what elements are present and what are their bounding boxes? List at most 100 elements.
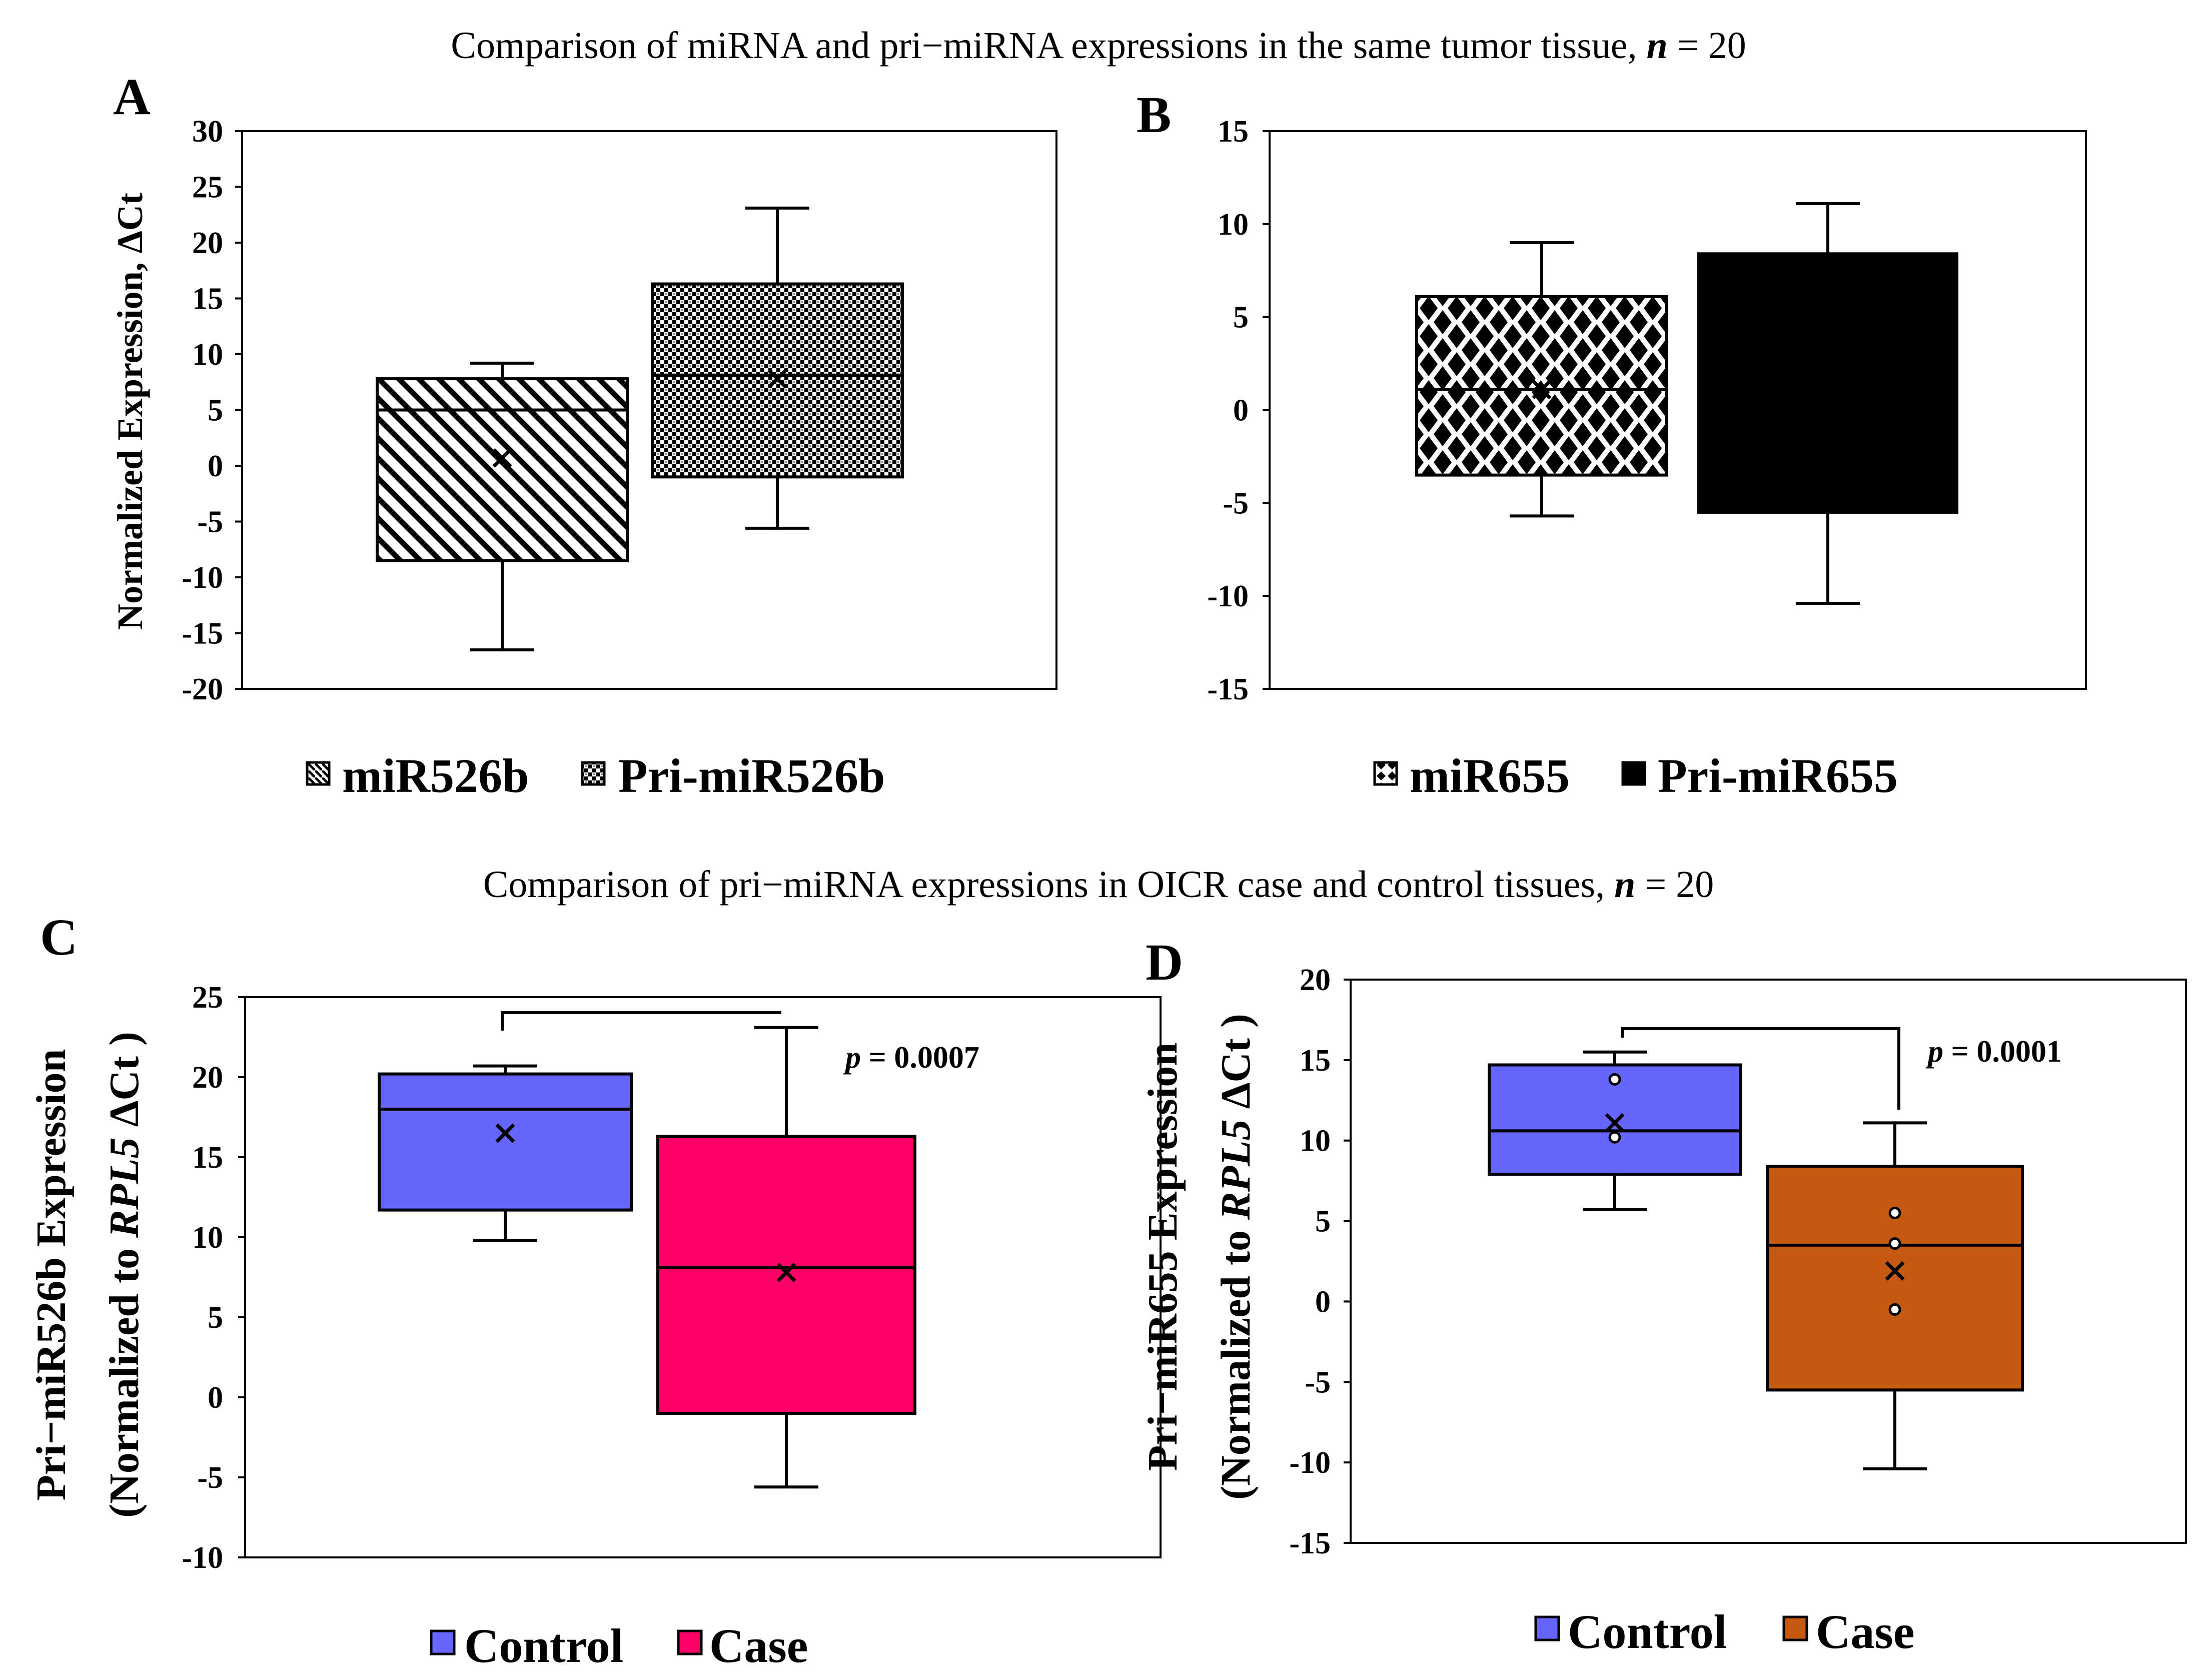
panel-a-tick-label: -15 [182,617,223,651]
outlier-point [1608,1073,1621,1086]
panel-a-y-axis-label: Normalized Expression, ΔCt [110,193,150,630]
panel-d-boxes [1488,1050,2024,1471]
legend-swatch-pri-mir526b [581,761,606,786]
panel-d-y-axis-label: Pri−miR655 Expression (Normalized to RPL… [1140,1014,1259,1500]
panel-d-p-value: p = 0.0001 [1925,1035,2062,1069]
panel-b-tick-label: 10 [1218,208,1249,242]
outlier-point [1888,1206,1901,1219]
panel-b-tick-label: 5 [1233,301,1249,335]
box-case [656,1026,916,1489]
panel-c-tick-label: 10 [192,1221,223,1255]
box-pri-mir655 [1697,202,1958,605]
panel-c-tick-label: 15 [192,1141,223,1175]
panel-d-tick-label: -10 [1289,1446,1331,1480]
panel-c-y-axis-label-line1: Pri−miR526b Expression [28,1049,75,1501]
panel-a-tick-label: 20 [192,226,223,260]
box-body [1415,295,1668,477]
legend-swatch-control-c [430,1629,456,1655]
panel-a-tick-label: -10 [182,561,223,595]
box-control [378,1064,633,1242]
panel-c-y-ticks: 25 20 15 10 5 0 -5 -10 [182,981,245,1575]
mean-marker [1605,1113,1625,1133]
mean-marker [492,448,512,468]
box-case [1766,1121,2024,1471]
box-mir526b [376,361,629,651]
panel-b-boxes [1415,202,1958,605]
panel-b-tick-label: 15 [1218,115,1249,149]
outlier-point [1888,1237,1901,1250]
panel-c-tick-label: 20 [192,1061,223,1095]
panel-d-y-ticks: 20 15 10 5 0 -5 -10 -15 [1289,963,1351,1560]
legend-label-control-d: Control [1568,1605,1727,1658]
top-section-title: Comparison of miRNA and pri−miRNA expres… [451,25,1746,67]
legend-swatch-pri-mir655 [1621,761,1646,786]
panel-d-tick-label: 20 [1300,963,1331,997]
box-pri-mir526b [651,206,904,530]
panel-c-tick-label: 0 [208,1381,223,1415]
box-body [376,377,629,562]
legend-swatch-case-d [1782,1615,1808,1641]
legend-label-control-c: Control [464,1619,623,1672]
legend-label-case-d: Case [1816,1605,1914,1658]
panel-c-tick-label: 5 [208,1301,223,1335]
panel-d-tick-label: 0 [1315,1285,1331,1319]
box-body [1766,1165,2024,1392]
legend-label-case-c: Case [709,1619,808,1672]
panel-letter-b: B [1137,86,1171,144]
panel-b-tick-label: -10 [1207,579,1249,613]
panel-letter-d: D [1146,934,1183,991]
outlier-point [1888,1303,1901,1316]
panel-a-tick-label: 0 [208,449,223,483]
legend-label-pri-mir526b: Pri-miR526b [618,749,885,802]
panel-a-tick-label: -5 [197,505,223,539]
box-control [1488,1050,1742,1212]
panel-d-tick-label: 15 [1300,1044,1331,1078]
panel-b-tick-label: 0 [1233,394,1249,428]
panel-c-y-axis-label-line2: (Normalized to RPL5 ΔCt ) [101,1032,148,1518]
panel-c-p-value: p = 0.0007 [843,1041,979,1075]
panel-a-y-ticks: 30 25 20 15 10 5 0 -5 -10 -15 -20 [182,115,242,706]
panel-a-tick-label: 10 [192,338,223,372]
panel-b-plot-frame [1269,130,2087,690]
panel-b-tick-label: -5 [1223,486,1249,520]
panel-d-y-axis-label-line1: Pri−miR655 Expression [1140,1043,1186,1471]
panel-a-tick-label: -20 [182,672,223,706]
legend-label-mir655: miR655 [1410,749,1570,802]
panel-c-tick-label: 25 [192,981,223,1015]
panel-d-tick-label: 10 [1300,1124,1331,1158]
panel-d-legend: Control Case [1534,1605,1914,1658]
panel-a-plot-frame [241,130,1057,690]
outlier-point [1608,1131,1621,1144]
legend-swatch-case-c [677,1629,703,1655]
panel-b-y-ticks: 15 10 5 0 -5 -10 -15 [1207,115,1270,706]
panel-a-tick-label: 15 [192,282,223,316]
mean-marker [776,1262,796,1282]
panel-a-boxes [376,206,904,651]
bottom-section-title: Comparison of pri−miRNA expressions in O… [483,864,1714,906]
legend-swatch-mir655 [1373,761,1398,786]
legend-label-mir526b: miR526b [342,749,529,802]
box-body [656,1135,916,1415]
panel-c-y-axis-label: Pri−miR526b Expression (Normalized to RP… [28,1032,148,1518]
panel-c-tick-label: -10 [182,1541,223,1575]
box-mir655 [1415,241,1668,518]
legend-swatch-control-d [1534,1615,1560,1641]
panel-c-significance-bracket [501,1011,781,1031]
panel-a-tick-label: 5 [208,394,223,428]
panel-d-tick-label: -15 [1289,1526,1331,1560]
panel-a-tick-label: 30 [192,115,223,149]
legend-swatch-mir526b [306,761,331,786]
panel-a-legend: miR526b Pri-miR526b [306,749,885,802]
panel-d-significance-bracket [1621,1027,1900,1110]
mean-marker [767,369,787,389]
panel-letter-c: C [40,909,78,966]
panel-b-tick-label: -15 [1207,672,1249,706]
panel-c-boxes [378,1026,916,1489]
panel-d-y-axis-label-line2: (Normalized to RPL5 ΔCt ) [1213,1014,1259,1500]
panel-c-tick-label: -5 [197,1461,223,1495]
mean-marker [1885,1261,1905,1281]
legend-label-pri-mir655: Pri-miR655 [1658,749,1898,802]
mean-marker [1532,380,1552,400]
panel-letter-a: A [113,68,151,126]
panel-c-legend: Control Case [430,1619,808,1672]
